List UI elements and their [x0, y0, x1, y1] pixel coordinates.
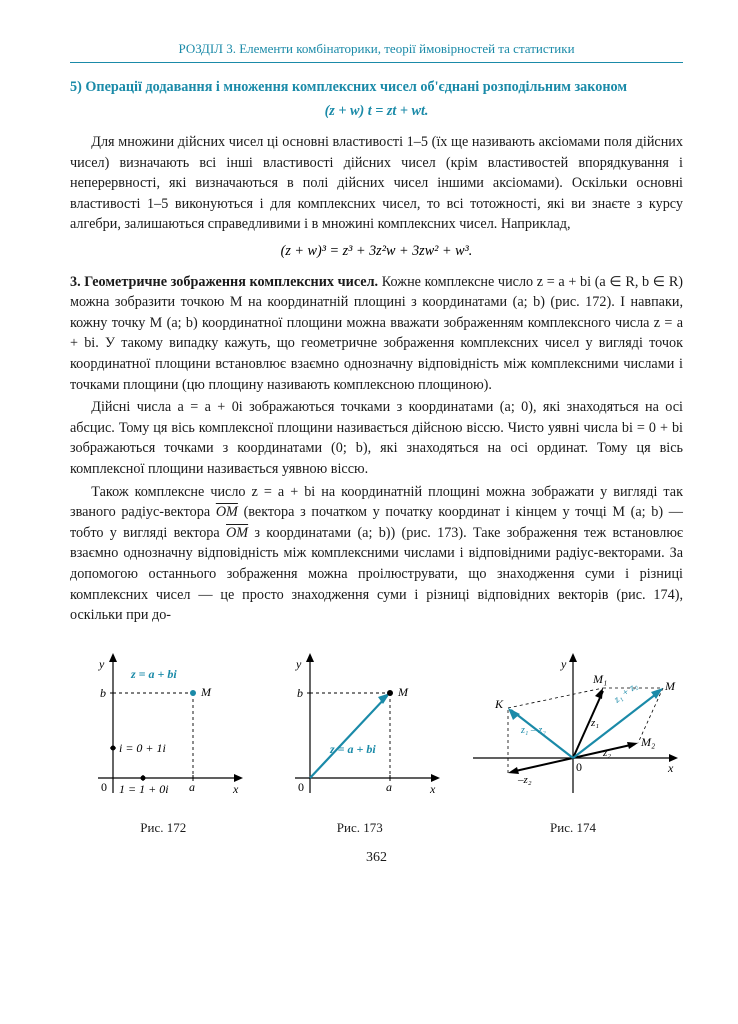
label-z: z = a + bi: [329, 742, 376, 756]
label-a: a: [189, 780, 195, 794]
figures-row: y x b a M z = a + bi i = 0 + 1i 1 = 1 + …: [70, 648, 683, 838]
label-y: y: [295, 657, 302, 671]
section-header: РОЗДІЛ 3. Елементи комбінаторики, теорії…: [70, 40, 683, 63]
section-3-body2: Дійсні числа a = a + 0i зображаються точ…: [70, 397, 683, 479]
label-M: M: [664, 679, 676, 693]
fig172-caption: Рис. 172: [70, 819, 257, 838]
label-b: b: [100, 686, 106, 700]
label-b: b: [297, 686, 303, 700]
fig173-caption: Рис. 173: [267, 819, 454, 838]
label-zero: 0: [101, 780, 107, 794]
label-diff: z₁ – z₂: [520, 725, 546, 736]
item-5: 5) Операції додавання і множення комплек…: [70, 77, 683, 98]
label-x: x: [667, 761, 674, 775]
label-z1: z₁: [590, 717, 599, 729]
section-3: 3. Геометричне зображення комплексних чи…: [70, 272, 683, 396]
label-sum: z₁ + z₂: [611, 680, 640, 706]
formula-distributive: (z + w) t = zt + wt.: [70, 101, 683, 122]
label-y: y: [560, 657, 567, 671]
figure-172: y x b a M z = a + bi i = 0 + 1i 1 = 1 + …: [70, 648, 257, 838]
section-3-title: 3. Геометричне зображення комплексних чи…: [70, 274, 378, 290]
figure-174: M M₁ M₂ K z₁ z₂ –z₂ z₁ + z₂ z₁ – z₂ y x …: [463, 648, 683, 838]
section-3-body1: Кожне комплексне число z = a + bi (a ∈ R…: [70, 274, 683, 393]
label-z: z = a + bi: [130, 667, 177, 681]
section-3-body3: Також комплексне число z = a + bi на коо…: [70, 482, 683, 626]
label-i: i = 0 + 1i: [119, 741, 166, 755]
textbook-page: РОЗДІЛ 3. Елементи комбінаторики, теорії…: [0, 0, 738, 1024]
fig172-svg: y x b a M z = a + bi i = 0 + 1i 1 = 1 + …: [73, 648, 253, 813]
item-number: 5): [70, 79, 82, 95]
vector-OM-2: OM: [226, 525, 248, 541]
label-z2: z₂: [602, 747, 611, 759]
label-M: M: [397, 685, 409, 699]
label-zero: 0: [576, 760, 582, 774]
page-number: 362: [70, 848, 683, 868]
label-M: M: [200, 685, 212, 699]
label-M2: M₂: [640, 735, 655, 749]
label-one: 1 = 1 + 0i: [119, 782, 169, 796]
label-zero: 0: [298, 780, 304, 794]
label-x: x: [429, 782, 436, 796]
figure-173: y x b a M z = a + bi 0 Рис. 173: [267, 648, 454, 838]
label-M1: M₁: [592, 672, 607, 686]
fig174-svg: M M₁ M₂ K z₁ z₂ –z₂ z₁ + z₂ z₁ – z₂ y x …: [463, 648, 683, 813]
item-5-title: Операції додавання і множення комплексни…: [85, 79, 627, 95]
label-y: y: [98, 657, 105, 671]
label-a: a: [386, 780, 392, 794]
paragraph-1: Для множини дійсних чисел ці основні вла…: [70, 132, 683, 235]
formula-cube: (z + w)³ = z³ + 3z²w + 3zw² + w³.: [70, 241, 683, 262]
label-K: K: [494, 697, 504, 711]
label-x: x: [232, 782, 239, 796]
vector-OM-1: OM: [216, 504, 238, 520]
label-mz2: –z₂: [517, 774, 532, 786]
fig174-caption: Рис. 174: [463, 819, 683, 838]
fig173-svg: y x b a M z = a + bi 0: [270, 648, 450, 813]
